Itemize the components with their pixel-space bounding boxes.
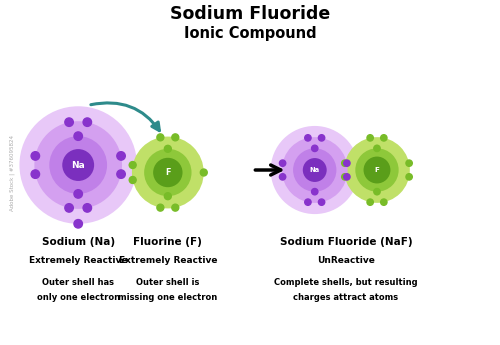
Circle shape bbox=[380, 135, 387, 141]
Circle shape bbox=[117, 170, 126, 178]
Circle shape bbox=[318, 199, 324, 205]
Circle shape bbox=[50, 136, 107, 194]
Circle shape bbox=[282, 137, 348, 203]
Circle shape bbox=[303, 158, 326, 182]
Text: missing one electron: missing one electron bbox=[118, 293, 218, 302]
Text: UnReactive: UnReactive bbox=[317, 256, 375, 265]
Circle shape bbox=[342, 160, 348, 166]
Circle shape bbox=[293, 148, 337, 192]
Circle shape bbox=[153, 158, 182, 187]
Circle shape bbox=[374, 188, 380, 195]
Circle shape bbox=[380, 199, 387, 205]
Circle shape bbox=[364, 157, 390, 184]
Circle shape bbox=[344, 174, 350, 180]
Circle shape bbox=[65, 118, 74, 126]
Circle shape bbox=[132, 137, 204, 208]
Text: F: F bbox=[165, 168, 170, 177]
Circle shape bbox=[129, 177, 136, 184]
Text: Extremely Reactive: Extremely Reactive bbox=[29, 256, 128, 265]
Text: Adobe Stock | #376095824: Adobe Stock | #376095824 bbox=[10, 135, 16, 210]
Circle shape bbox=[172, 204, 179, 211]
Text: Ionic Compound: Ionic Compound bbox=[184, 26, 316, 41]
Text: Sodium Fluoride (NaF): Sodium Fluoride (NaF) bbox=[280, 237, 412, 247]
Circle shape bbox=[406, 174, 412, 180]
Circle shape bbox=[144, 149, 192, 196]
Circle shape bbox=[83, 204, 92, 212]
Circle shape bbox=[65, 204, 74, 212]
Circle shape bbox=[31, 152, 40, 160]
Circle shape bbox=[62, 149, 94, 181]
Circle shape bbox=[83, 118, 92, 126]
Circle shape bbox=[304, 199, 311, 205]
Circle shape bbox=[318, 135, 324, 141]
Circle shape bbox=[344, 160, 350, 166]
Circle shape bbox=[74, 190, 82, 198]
Circle shape bbox=[117, 152, 126, 160]
Text: Sodium (Na): Sodium (Na) bbox=[42, 237, 115, 247]
Circle shape bbox=[342, 174, 348, 180]
Circle shape bbox=[406, 160, 412, 166]
Circle shape bbox=[356, 148, 399, 192]
Text: charges attract atoms: charges attract atoms bbox=[294, 293, 399, 302]
Text: Extremely Reactive: Extremely Reactive bbox=[118, 256, 217, 265]
Circle shape bbox=[164, 193, 172, 200]
Text: Complete shells, but resulting: Complete shells, but resulting bbox=[274, 278, 418, 287]
Text: Sodium Fluoride: Sodium Fluoride bbox=[170, 5, 330, 23]
Circle shape bbox=[34, 121, 122, 209]
Circle shape bbox=[270, 126, 359, 214]
Circle shape bbox=[157, 204, 164, 211]
Circle shape bbox=[157, 134, 164, 141]
Text: Outer shell has: Outer shell has bbox=[42, 278, 114, 287]
Text: F: F bbox=[374, 167, 380, 173]
Circle shape bbox=[129, 161, 136, 168]
FancyArrowPatch shape bbox=[91, 103, 160, 131]
Text: only one electron: only one electron bbox=[36, 293, 120, 302]
Circle shape bbox=[200, 169, 207, 176]
Circle shape bbox=[74, 219, 82, 228]
Circle shape bbox=[312, 145, 318, 151]
Text: Na: Na bbox=[310, 167, 320, 173]
Circle shape bbox=[172, 134, 179, 141]
Circle shape bbox=[374, 145, 380, 151]
Circle shape bbox=[164, 145, 172, 152]
Circle shape bbox=[344, 137, 410, 203]
Circle shape bbox=[304, 135, 311, 141]
Text: Outer shell is: Outer shell is bbox=[136, 278, 200, 287]
Circle shape bbox=[31, 170, 40, 178]
Circle shape bbox=[367, 135, 374, 141]
Circle shape bbox=[280, 174, 286, 180]
Text: Na: Na bbox=[72, 160, 85, 169]
Circle shape bbox=[74, 132, 82, 140]
Circle shape bbox=[312, 188, 318, 195]
Circle shape bbox=[367, 199, 374, 205]
Circle shape bbox=[20, 106, 137, 224]
Text: Fluorine (F): Fluorine (F) bbox=[134, 237, 202, 247]
Circle shape bbox=[280, 160, 286, 166]
